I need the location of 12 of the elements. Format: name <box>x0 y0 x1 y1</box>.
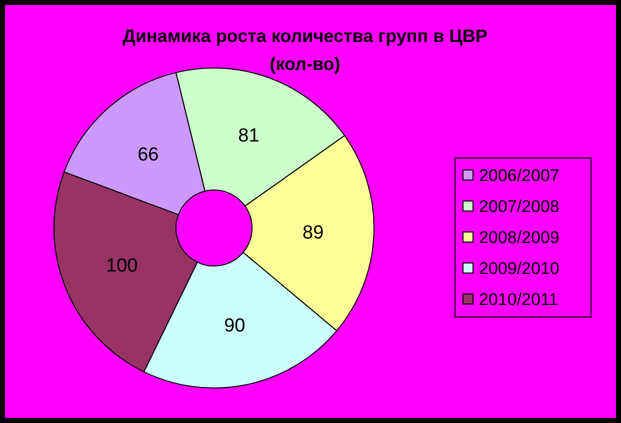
legend-label: 2009/2010 <box>479 259 560 278</box>
data-label: 90 <box>224 316 246 337</box>
chart-title: Динамика роста количества групп в ЦВР <box>122 26 488 46</box>
data-label: 66 <box>138 144 159 166</box>
data-label: 89 <box>302 222 324 244</box>
legend-label: 2008/2009 <box>479 228 560 247</box>
legend-label: 2010/2011 <box>479 290 558 309</box>
data-label: 81 <box>238 126 260 147</box>
legend-label: 2007/2008 <box>479 197 560 216</box>
data-label: 100 <box>106 255 138 276</box>
legend-label: 2006/2007 <box>479 166 560 185</box>
chart-subtitle: (кол-во) <box>270 54 340 74</box>
